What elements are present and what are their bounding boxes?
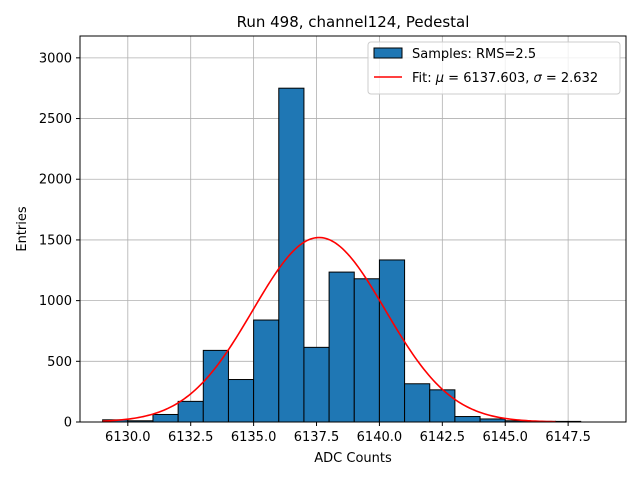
legend-fit-label: Fit: μ = 6137.603, σ = 2.632 [412, 71, 598, 86]
histogram-bar [177, 400, 204, 423]
legend-sigma-symbol: σ [534, 71, 543, 86]
histogram-bar [378, 259, 406, 423]
legend-samples-patch [373, 47, 403, 59]
legend-fit-prefix: Fit: [412, 71, 436, 86]
x-tick-label: 6147.5 [545, 430, 591, 445]
legend-sigma-value: = 2.632 [542, 71, 598, 86]
legend-samples-label: Samples: RMS=2.5 [412, 47, 536, 62]
histogram-bar [202, 349, 229, 423]
chart-title: Run 498, channel124, Pedestal [237, 13, 470, 31]
y-tick-label: 0 [64, 416, 72, 431]
legend-box [367, 41, 621, 95]
x-tick-label: 6145.0 [482, 430, 528, 445]
y-tick-label: 3000 [39, 51, 72, 66]
legend-mu-value: = 6137.603, [444, 71, 533, 86]
x-tick-label: 6140.0 [357, 430, 403, 445]
histogram-bar [328, 271, 355, 423]
x-tick-label: 6135.0 [231, 430, 277, 445]
y-tick-label: 1000 [39, 294, 72, 309]
fit-curve-group [102, 236, 556, 423]
histogram-bar [278, 87, 305, 423]
x-tick-label: 6132.5 [168, 430, 214, 445]
histogram-bar [152, 413, 179, 423]
plot-frame [79, 35, 627, 423]
histogram-bar [429, 389, 456, 423]
histogram-bar [253, 319, 280, 423]
histogram-bar [303, 346, 330, 423]
histogram-bar [227, 379, 255, 423]
x-tick-label: 6137.5 [294, 430, 340, 445]
x-axis-label: ADC Counts [314, 451, 392, 466]
y-axis-label: Entries [15, 206, 30, 252]
legend: Samples: RMS=2.5 Fit: μ = 6137.603, σ = … [367, 41, 621, 95]
x-tick-label: 6130.0 [105, 430, 151, 445]
x-tick-label: 6142.5 [420, 430, 466, 445]
legend-mu-symbol: μ [435, 71, 444, 86]
y-tick-label: 2500 [39, 112, 72, 127]
histogram-bar [404, 383, 431, 423]
y-tick-label: 2000 [39, 173, 72, 188]
y-tick-label: 500 [47, 355, 72, 370]
y-tick-label: 1500 [39, 233, 72, 248]
histogram-bar [353, 278, 380, 423]
histogram-bar [454, 416, 481, 423]
axis-ticks: 6130.0 6132.5 6135.0 6137.5 6140.0 6142.5 6145… [39, 51, 591, 445]
fit-curve [102, 236, 556, 423]
